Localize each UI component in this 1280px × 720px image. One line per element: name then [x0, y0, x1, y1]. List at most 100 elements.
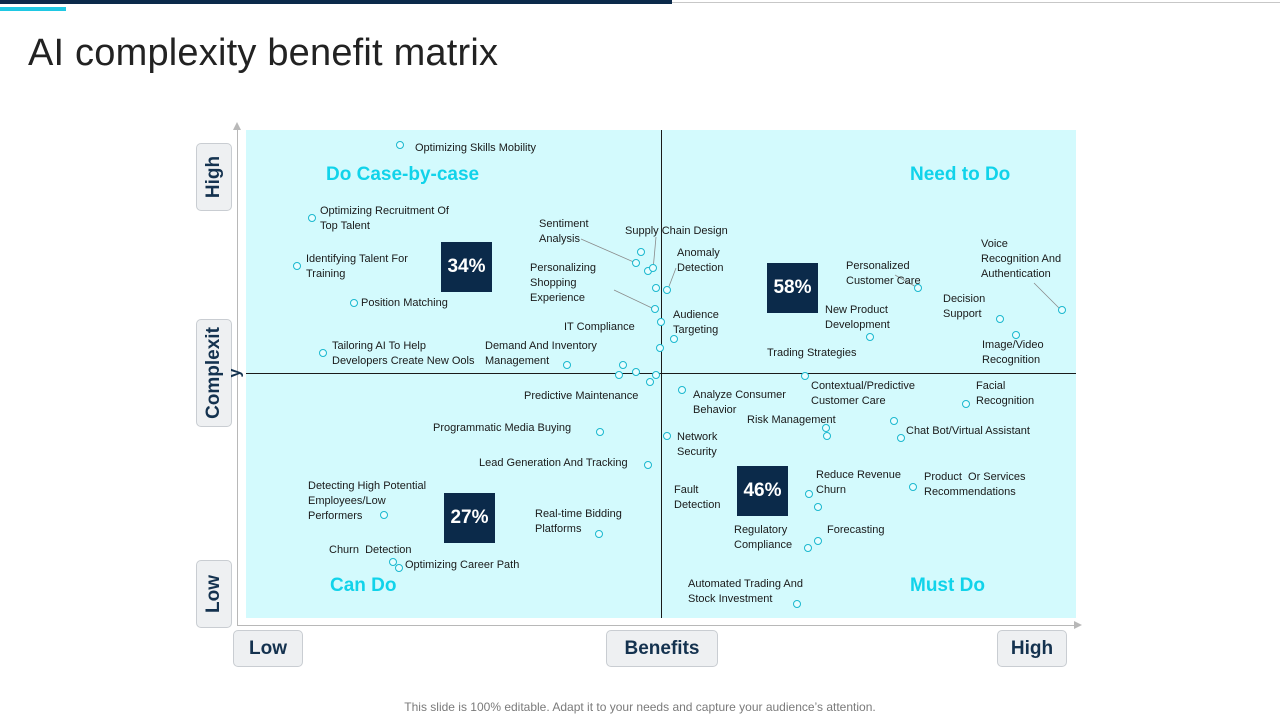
point-risk-management	[823, 432, 831, 440]
point-cluster-e	[619, 361, 627, 369]
point-regulatory-compliance	[804, 544, 812, 552]
point-automated-trading	[793, 600, 801, 608]
label-anomaly: Anomaly Detection	[677, 247, 724, 274]
point-product-recommendations	[909, 483, 917, 491]
label-lead-generation: Lead Generation And Tracking	[479, 457, 628, 469]
point-contextual-care	[822, 424, 830, 432]
point-forecasting	[814, 537, 822, 545]
point-personalized-care	[914, 284, 922, 292]
point-cluster-d	[656, 344, 664, 352]
y-axis-complexity-button: Complexit	[196, 319, 232, 427]
label-consumer-behavior: Analyze Consumer Behavior	[693, 389, 786, 416]
label-recruitment: Optimizing Recruitment Of Top Talent	[320, 205, 449, 232]
point-decision-support	[996, 315, 1004, 323]
label-skills-mobility: Optimizing Skills Mobility	[415, 142, 537, 154]
y-axis-low-label: Low	[203, 575, 224, 613]
point-cluster-b	[649, 264, 657, 272]
label-sentiment: Sentiment Analysis	[539, 218, 589, 245]
point-realtime-bidding	[595, 530, 603, 538]
point-sentiment	[632, 259, 640, 267]
label-personalizing: Personalizing Shopping Experience	[530, 262, 597, 304]
point-facial-recognition	[962, 400, 970, 408]
top-divider-line	[672, 2, 1280, 3]
point-reduce-churn	[805, 490, 813, 498]
y-axis-label-tail: y	[226, 368, 244, 378]
point-cluster-c	[652, 284, 660, 292]
quadrant-label-can-do: Can Do	[330, 575, 397, 596]
label-supply-chain: Supply Chain Design	[625, 225, 728, 237]
point-voice-recognition	[1058, 306, 1066, 314]
point-personalizing	[651, 305, 659, 313]
y-axis-low-button: Low	[196, 560, 232, 628]
quadrant-label-must-do: Must Do	[910, 575, 985, 596]
point-trading-strategies	[801, 372, 809, 380]
label-personalized-care: Personalized Customer Care	[846, 260, 921, 287]
label-product-recommendations: Product Or Services Recommendations	[924, 471, 1026, 498]
percent-box-must-do: 46%	[737, 466, 788, 516]
label-automated-trading: Automated Trading And Stock Investment	[688, 578, 803, 605]
footer-note: This slide is 100% editable. Adapt it to…	[404, 700, 876, 714]
label-regulatory-compliance: Regulatory Compliance	[734, 524, 793, 551]
x-axis-low-label: Low	[233, 630, 303, 667]
y-axis-high-button: High	[196, 143, 232, 211]
point-skills-mobility	[396, 141, 404, 149]
point-tailoring-ai	[319, 349, 327, 357]
point-audience	[670, 335, 678, 343]
label-voice-recognition: Voice Recognition And Authentication	[981, 238, 1062, 280]
point-demand-inventory	[563, 361, 571, 369]
point-anomaly	[663, 286, 671, 294]
x-axis-line	[237, 625, 1076, 626]
quadrant-label-need-to-do: Need to Do	[910, 164, 1011, 185]
point-network-security	[663, 432, 671, 440]
point-detecting-high-potential	[380, 511, 388, 519]
label-network-security: Network Security	[677, 431, 718, 458]
point-cluster-g	[615, 371, 623, 379]
label-position-matching: Position Matching	[361, 297, 448, 309]
y-axis-arrow-icon	[233, 122, 241, 130]
label-decision-support: Decision Support	[943, 293, 986, 320]
label-trading-strategies: Trading Strategies	[767, 347, 857, 359]
y-axis-high-label: High	[203, 155, 224, 199]
point-consumer-behavior	[678, 386, 686, 394]
point-programmatic-media	[596, 428, 604, 436]
label-demand-inventory: Demand And Inventory Management	[485, 340, 597, 367]
percent-box-do-case-by-case: 34%	[441, 242, 492, 292]
label-identifying-talent: Identifying Talent For Training	[306, 253, 408, 280]
point-chat-bot	[897, 434, 905, 442]
x-axis-high-label: High	[997, 630, 1067, 667]
horizontal-divider	[246, 373, 1076, 374]
point-new-product	[866, 333, 874, 341]
point-image-video	[1012, 331, 1020, 339]
point-fault-detection	[814, 503, 822, 511]
point-it-compliance	[657, 318, 665, 326]
label-facial-recognition: Facial Recognition	[976, 380, 1035, 407]
label-tailoring-ai: Tailoring AI To Help Developers Create N…	[332, 340, 475, 367]
point-churn-detection	[389, 558, 397, 566]
label-predictive-maintenance: Predictive Maintenance	[524, 390, 639, 402]
point-career-path	[395, 564, 403, 572]
point-recruitment	[308, 214, 316, 222]
label-audience: Audience Targeting	[673, 309, 719, 336]
label-churn-detection: Churn Detection	[329, 544, 412, 556]
y-axis-complexity-label: Complexit	[203, 327, 224, 419]
label-contextual-care: Contextual/Predictive Customer Care	[811, 380, 915, 407]
x-axis-arrow-icon	[1074, 621, 1082, 629]
point-supply-chain	[637, 248, 645, 256]
label-it-compliance: IT Compliance	[564, 321, 635, 333]
label-chat-bot: Chat Bot/Virtual Assistant	[906, 425, 1030, 437]
slide-title: AI complexity benefit matrix	[28, 32, 499, 74]
label-fault-detection: Fault Detection	[674, 484, 721, 511]
vertical-divider	[661, 130, 662, 618]
percent-box-can-do: 27%	[444, 493, 495, 543]
label-realtime-bidding: Real-time Bidding Platforms	[535, 508, 622, 535]
label-forecasting: Forecasting	[827, 524, 885, 536]
top-accent-bar-cyan	[0, 7, 66, 11]
point-lead-generation	[644, 461, 652, 469]
point-chat-bot-a	[890, 417, 898, 425]
label-new-product: New Product Development	[825, 304, 890, 331]
point-cluster-f	[632, 368, 640, 376]
label-career-path: Optimizing Career Path	[405, 559, 520, 571]
point-identifying-talent	[293, 262, 301, 270]
label-risk-management: Risk Management	[747, 414, 836, 426]
y-axis-line	[237, 128, 238, 626]
